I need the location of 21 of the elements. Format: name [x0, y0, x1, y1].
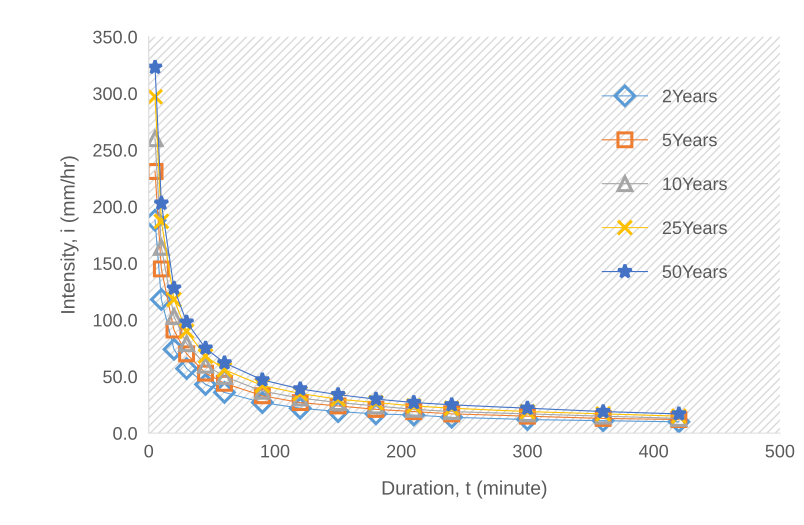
legend-label: 5Years	[662, 134, 717, 146]
x-tick-label: 100	[261, 444, 290, 458]
x-tick-label: 0	[144, 444, 154, 458]
y-tick-label: 100.0	[94, 314, 137, 327]
x-tick-label: 500	[766, 444, 794, 458]
x-tick-label: 400	[639, 444, 668, 458]
y-tick-label: 250.0	[93, 144, 137, 157]
y-tick-label: 150.0	[94, 257, 137, 270]
y-tick-label: 300.0	[93, 87, 137, 100]
legend-label: 25Years	[662, 221, 727, 234]
y-tick-label: 0.0	[113, 427, 137, 440]
x-axis-title: Duration, t (minute)	[382, 480, 546, 499]
legend-label: 50Years	[662, 265, 727, 278]
y-tick-label: 350.0	[93, 30, 137, 44]
y-tick-label: 200.0	[93, 200, 137, 214]
legend-label: 2Years	[662, 90, 717, 102]
x-tick-label: 200	[387, 444, 416, 458]
y-axis-title: Intensity, i (mm/hr)	[60, 156, 79, 313]
x-tick-label: 300	[513, 444, 542, 458]
y-tick-label: 50.0	[103, 370, 137, 384]
legend-label: 10Years	[663, 177, 727, 190]
